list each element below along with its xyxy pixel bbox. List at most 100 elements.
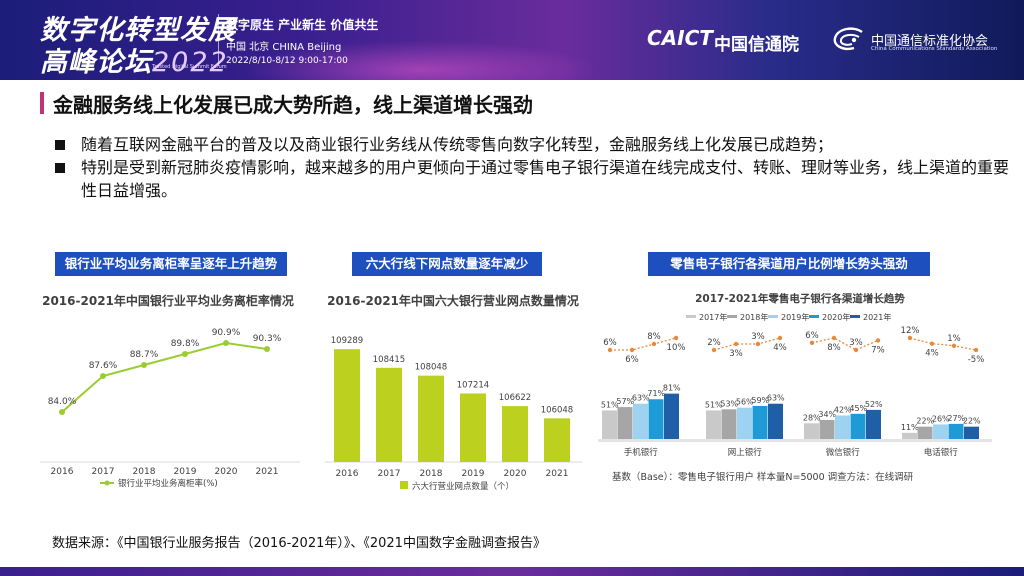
chart3-growth-label: 3% <box>729 349 743 359</box>
chart3-data-label: 53% <box>720 399 738 408</box>
chart2-data-label: 108415 <box>373 355 405 365</box>
chart3-growth-point <box>929 341 935 346</box>
chart3-bar <box>917 426 933 439</box>
ccsa-logo-icon <box>833 27 863 51</box>
chart3-data-label: 63% <box>632 394 650 403</box>
chart3-growth-point <box>651 341 657 347</box>
chart3-tag: 零售电子银行各渠道用户比例增长势头强劲 <box>648 252 930 276</box>
chart1-x-tick: 2017 <box>92 467 115 477</box>
chart3-data-label: 57% <box>616 397 634 406</box>
chart1-x-tick: 2016 <box>51 467 74 477</box>
chart2-bar <box>460 393 486 462</box>
bullet-item: 随着互联网金融平台的普及以及商业银行业务线从传统零售向数字化转型，金融服务线上化… <box>55 133 1010 156</box>
chart1-point <box>264 346 270 352</box>
chart3-growth-label: 3% <box>849 338 863 348</box>
chart3-legend-swatch <box>809 315 819 318</box>
chart3-bar <box>617 407 633 439</box>
chart3-x-tick: 微信银行 <box>826 447 861 458</box>
chart3-growth-label: 8% <box>647 332 661 342</box>
chart1-data-label: 87.6% <box>89 361 118 371</box>
chart3-growth-point <box>853 347 859 353</box>
chart3-bar <box>850 413 866 439</box>
bullet-text: 特别是受到新冠肺炎疫情影响，越来越多的用户更倾向于通过零售电子银行渠道在线完成支… <box>81 158 1010 200</box>
bullet-square-icon <box>55 163 65 173</box>
chart3-data-label: 63% <box>767 394 785 403</box>
chart2-x-tick: 2018 <box>420 469 443 479</box>
chart3-bar <box>948 423 964 439</box>
ccsa-chinese-name: 中国通信标准化协会 <box>871 34 989 49</box>
bullet-list: 随着互联网金融平台的普及以及商业银行业务线从传统零售向数字化转型，金融服务线上化… <box>55 133 1010 202</box>
ccsa-english-name: China Communications Standards Associati… <box>871 46 998 52</box>
header-band: 数字化转型发展 高峰论坛2022 Trusted Digital Summit … <box>0 0 1024 80</box>
chart3-growth-label: 4% <box>773 343 787 353</box>
chart3-growth-label: 2% <box>707 338 721 348</box>
chart3-growth-label: 8% <box>827 343 841 353</box>
caict-chinese-name: 中国信通院 <box>714 35 799 55</box>
chart3-bar <box>835 415 850 439</box>
chart3-data-label: 51% <box>705 400 723 409</box>
chart3-data-label: 34% <box>818 410 836 419</box>
chart2-legend-label: 六大行营业网点数量（个） <box>412 481 514 492</box>
chart1-point <box>100 373 106 379</box>
chart3-data-label: 45% <box>849 404 867 413</box>
chart3-growth-point <box>875 338 881 343</box>
chart3-data-label: 52% <box>865 400 883 409</box>
forum-english-name: Trusted Digital Summit Forum <box>152 64 227 70</box>
chart3-x-tick: 手机银行 <box>624 447 659 458</box>
chart1-title: 2016-2021年中国银行业平均业务离柜率情况 <box>42 294 294 308</box>
header-divider <box>218 14 219 66</box>
chart3-bar <box>768 403 783 439</box>
chart3-data-label: 71% <box>647 389 665 398</box>
chart3-bar <box>706 410 721 439</box>
chart2-data-label: 107214 <box>457 380 489 390</box>
chart2-bar-chart: 109289 2016 108415 2017 108048 2018 107214 2019… <box>325 336 582 492</box>
chart3-growth-point <box>733 341 739 347</box>
chart3-legend-swatch <box>850 315 860 318</box>
chart3-bar <box>648 399 664 439</box>
chart2-x-tick: 2019 <box>462 469 485 479</box>
chart3-bar <box>721 409 737 439</box>
chart3-bar <box>964 426 979 439</box>
chart3-growth-point <box>755 341 761 347</box>
chart1-series-line <box>61 341 268 413</box>
forum-date: 2022/8/10-8/12 9:00-17:00 <box>226 56 348 66</box>
chart1-line-chart: 84.0% 2016 87.6% 2017 88.7% 2018 89.8% 2019 90.9… <box>40 328 300 489</box>
chart2-bar <box>418 375 444 462</box>
slide-title: 金融服务线上化发展已成大势所趋，线上渠道增长强劲 <box>53 93 533 117</box>
chart3-growth-label: 7% <box>871 345 885 355</box>
chart3-bar <box>737 407 752 439</box>
header-glow <box>240 40 600 80</box>
chart3-growth-label: 12% <box>901 326 920 336</box>
chart3-legend-label: 2019年 <box>781 312 809 322</box>
chart3-growth-point <box>973 347 979 353</box>
forum-slogan: 数字原生 产业新生 价值共生 <box>226 18 379 32</box>
chart3-data-label: 56% <box>736 398 754 407</box>
forum-title-line1: 数字化转型发展 <box>40 15 236 46</box>
chart3-growth-point <box>629 347 635 353</box>
chart2-x-tick: 2021 <box>546 469 569 479</box>
chart3-growth-line <box>909 337 977 351</box>
chart3-data-label: 27% <box>947 414 965 423</box>
chart1-data-label: 84.0% <box>48 397 77 407</box>
chart3-growth-point <box>607 347 613 353</box>
chart3-bar <box>602 410 617 439</box>
chart3-legend-swatch <box>768 315 778 318</box>
chart3-x-tick: 电话银行 <box>924 447 959 458</box>
chart3-growth-point <box>777 335 783 341</box>
chart3-footnote: 基数（Base）：零售电子银行用户 样本量N=5000 调查方法：在线调研 <box>612 471 914 483</box>
chart3-bar <box>866 409 881 439</box>
chart2-title: 2016-2021年中国六大银行营业网点数量情况 <box>327 294 579 308</box>
chart1-data-label: 88.7% <box>130 350 159 360</box>
chart3-x-tick: 网上银行 <box>728 447 763 458</box>
chart3-growth-label: 4% <box>925 349 939 359</box>
forum-year: 2022 <box>152 47 229 78</box>
chart3-growth-line <box>713 337 781 351</box>
chart2-bar <box>376 367 402 462</box>
chart2-bar <box>502 406 528 462</box>
title-accent-bar <box>40 92 44 114</box>
chart1-point <box>223 340 229 346</box>
chart3-data-label: 22% <box>963 417 981 426</box>
chart1-x-tick: 2019 <box>174 467 197 477</box>
chart3-legend-label: 2021年 <box>863 312 891 322</box>
chart3-x-axis <box>598 439 992 442</box>
